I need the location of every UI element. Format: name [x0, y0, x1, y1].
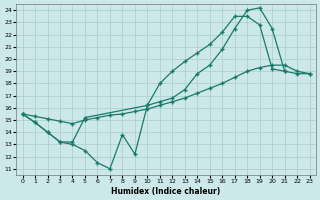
X-axis label: Humidex (Indice chaleur): Humidex (Indice chaleur) [111, 187, 221, 196]
